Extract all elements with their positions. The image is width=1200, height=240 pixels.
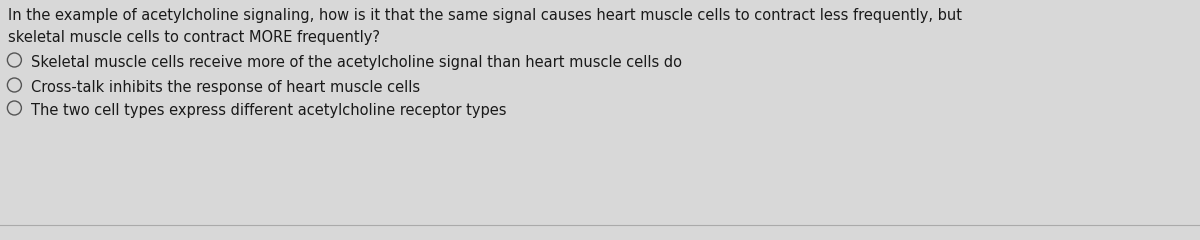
Text: The two cell types express different acetylcholine receptor types: The two cell types express different ace…: [31, 103, 506, 118]
Text: Skeletal muscle cells receive more of the acetylcholine signal than heart muscle: Skeletal muscle cells receive more of th…: [31, 55, 683, 70]
Text: In the example of acetylcholine signaling, how is it that the same signal causes: In the example of acetylcholine signalin…: [8, 8, 962, 23]
Text: skeletal muscle cells to contract MORE frequently?: skeletal muscle cells to contract MORE f…: [8, 30, 380, 45]
Text: Cross-talk inhibits the response of heart muscle cells: Cross-talk inhibits the response of hear…: [31, 80, 420, 95]
